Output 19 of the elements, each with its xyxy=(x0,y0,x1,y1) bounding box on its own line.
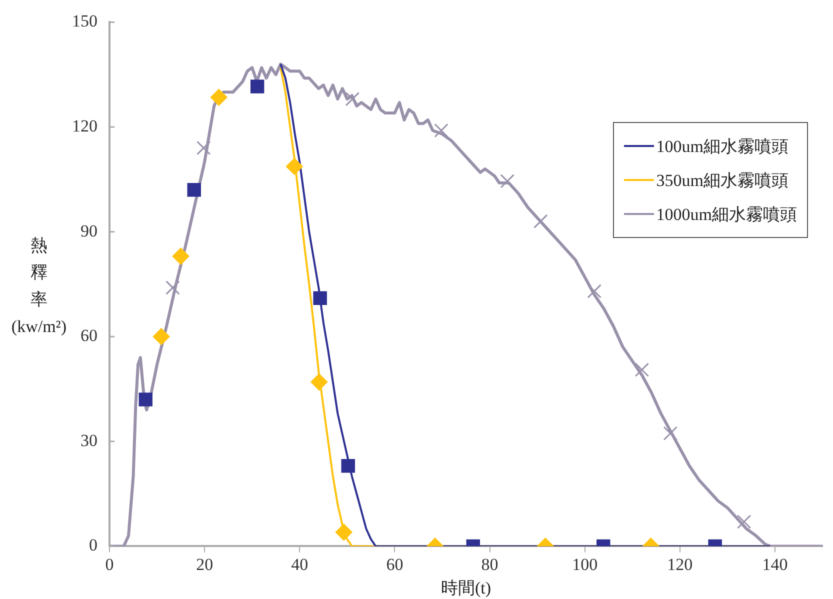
x-tick-label: 120 xyxy=(667,554,693,574)
x-tick-label: 100 xyxy=(572,554,598,574)
y-axis-title: 熱釋率(kw/m²) xyxy=(10,235,68,338)
y-tick-label: 60 xyxy=(80,326,98,346)
x-tick-label: 80 xyxy=(481,554,498,574)
legend-label: 100um細水霧噴頭 xyxy=(656,136,788,158)
legend-label: 1000um細水霧噴頭 xyxy=(656,204,797,226)
y-tick-label: 120 xyxy=(72,116,98,136)
x-tick-label: 140 xyxy=(762,554,788,574)
y-tick-label: 150 xyxy=(72,12,98,31)
x-tick-label: 40 xyxy=(291,554,308,574)
x-tick-label: 0 xyxy=(105,554,114,574)
x-axis-title: 時間(t) xyxy=(440,578,492,598)
x-tick-label: 20 xyxy=(196,554,214,574)
x-tick-label: 60 xyxy=(386,554,404,574)
y-tick-label: 30 xyxy=(80,430,98,450)
y-tick-label: 0 xyxy=(89,536,98,555)
legend-label: 350um細水霧噴頭 xyxy=(656,170,788,192)
y-tick-label: 90 xyxy=(80,221,98,240)
